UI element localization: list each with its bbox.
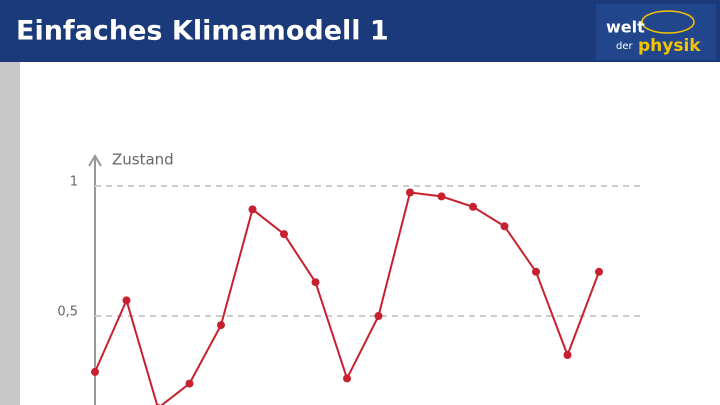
point bbox=[122, 296, 131, 305]
side-strip bbox=[0, 62, 20, 405]
point bbox=[374, 312, 383, 320]
logo-orbit bbox=[641, 10, 695, 34]
point bbox=[91, 367, 99, 376]
point bbox=[469, 202, 477, 211]
y-axis-label: Zustand bbox=[112, 151, 174, 169]
point bbox=[437, 192, 446, 201]
point bbox=[406, 188, 414, 197]
point bbox=[311, 278, 320, 287]
logo-text: welt bbox=[606, 18, 645, 37]
point bbox=[185, 379, 194, 388]
logo-text: physik bbox=[638, 36, 701, 56]
y-axis-arrow bbox=[88, 154, 102, 167]
point bbox=[217, 321, 225, 330]
y-tick-label: 0,5 bbox=[57, 305, 78, 320]
point bbox=[248, 205, 257, 214]
y-tick-label: 1 bbox=[70, 175, 78, 190]
point bbox=[500, 222, 509, 231]
point bbox=[280, 230, 288, 239]
line bbox=[94, 191, 600, 405]
point bbox=[343, 374, 351, 383]
point bbox=[595, 267, 603, 276]
point bbox=[563, 351, 572, 359]
point bbox=[532, 267, 540, 276]
logo-text: der bbox=[616, 41, 634, 52]
slide-title: Einfaches Klimamodell 1 bbox=[16, 16, 389, 47]
